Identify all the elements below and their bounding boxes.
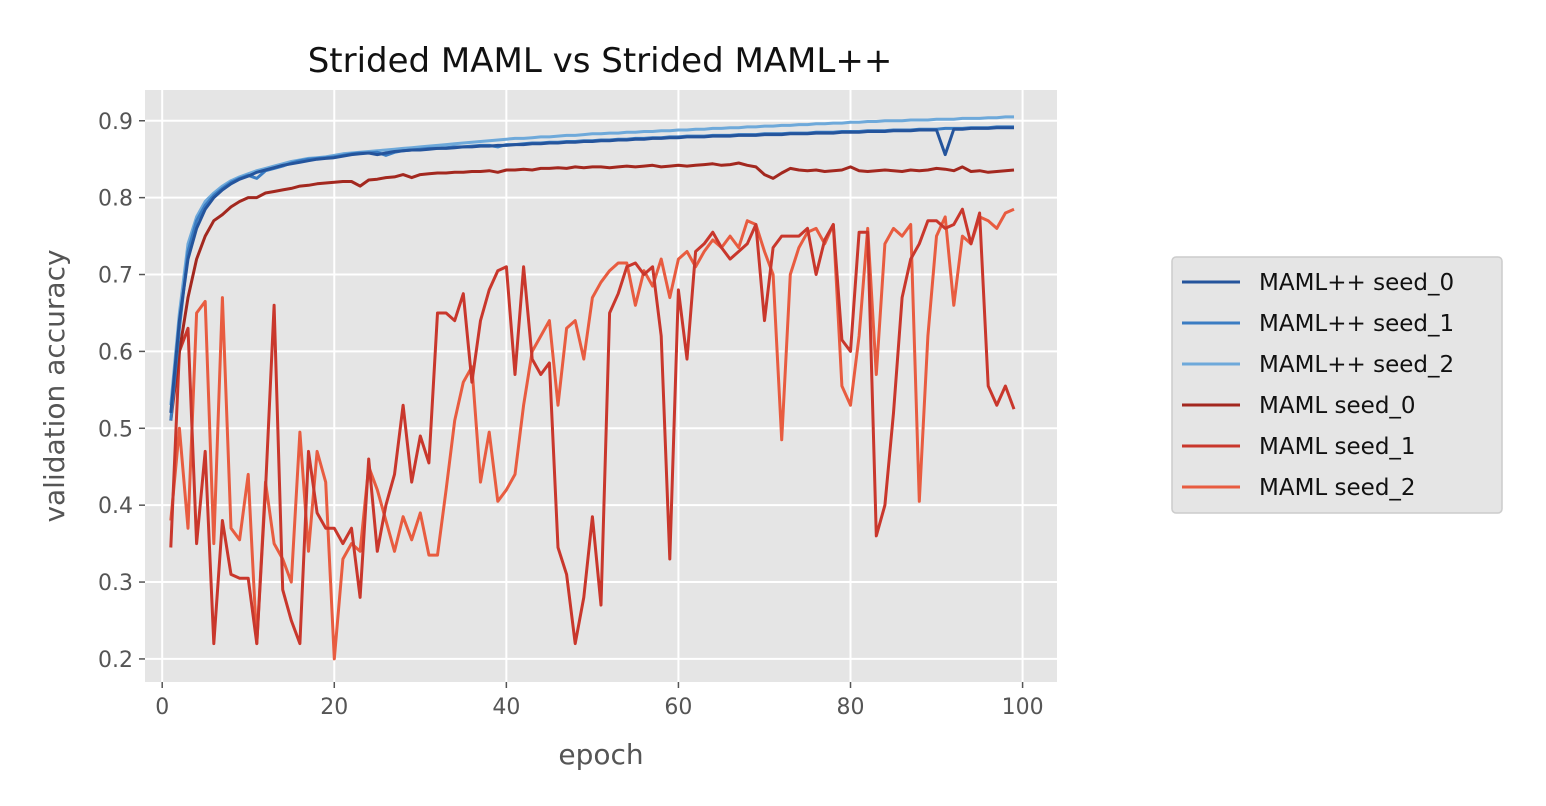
x-axis-ticks: 0 20 40 60 80 100 xyxy=(155,682,1044,720)
y-tick-label: 0.6 xyxy=(98,340,133,365)
y-tick-label: 0.3 xyxy=(98,571,133,596)
y-tick-label: 0.7 xyxy=(98,264,133,289)
series-line-maml-seed_0 xyxy=(169,161,1015,421)
legend-label: MAML seed_0 xyxy=(1259,393,1416,419)
y-tick-label: 0.9 xyxy=(98,110,133,135)
x-tick-label: 60 xyxy=(664,695,692,720)
x-axis-label: epoch xyxy=(558,738,643,771)
legend: MAML++ seed_0 MAML++ seed_1 MAML++ seed_2 M… xyxy=(1171,256,1503,514)
y-tick-label: 0.8 xyxy=(98,187,133,212)
y-tick-label: 0.2 xyxy=(98,648,133,673)
legend-label: MAML seed_2 xyxy=(1259,475,1416,501)
legend-label: MAML seed_1 xyxy=(1259,434,1416,460)
series-line-maml-seed_0 xyxy=(169,126,1014,414)
y-tick-label: 0.5 xyxy=(98,417,133,442)
x-tick-label: 0 xyxy=(155,695,169,720)
chart-title: Strided MAML vs Strided MAML++ xyxy=(308,41,893,81)
x-tick-label: 80 xyxy=(837,695,865,720)
legend-label: MAML++ seed_0 xyxy=(1259,270,1454,296)
series-line-maml-seed_2 xyxy=(169,207,1015,661)
y-tick-label: 0.4 xyxy=(98,494,133,519)
x-tick-label: 40 xyxy=(492,695,520,720)
x-tick-label: 100 xyxy=(1002,695,1044,720)
legend-label: MAML++ seed_2 xyxy=(1259,352,1454,378)
y-axis-label: validation accuracy xyxy=(38,249,71,522)
y-axis-ticks: 0.2 0.3 0.4 0.5 0.6 0.7 0.8 0.9 xyxy=(98,110,145,673)
series-lines xyxy=(169,115,1016,661)
series-line-maml-seed_1 xyxy=(169,207,1016,646)
x-tick-label: 20 xyxy=(320,695,348,720)
legend-label: MAML++ seed_1 xyxy=(1259,311,1454,337)
